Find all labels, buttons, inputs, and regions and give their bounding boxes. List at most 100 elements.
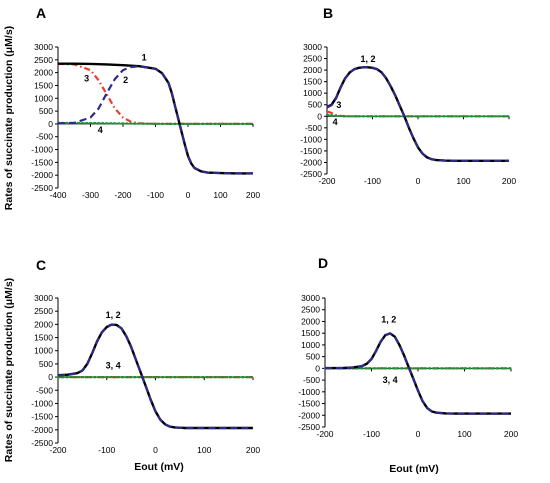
panel-b-x-tick-label: 200 [502, 176, 516, 186]
x-axis-title-left: Eout (mV) [134, 461, 184, 473]
panel-b-label: B [323, 5, 333, 21]
panel-b-y-tick-label: -2000 [300, 157, 322, 167]
panel-a-x-tick-label: -100 [147, 190, 164, 200]
panel-d-series-2-line [324, 332, 511, 415]
panel-d-annotation: 3, 4 [383, 375, 398, 385]
panel-b-y-tick-label: 1500 [303, 77, 322, 87]
panel-a-annotation: 3 [84, 74, 89, 84]
panel-d-y-tick-label: -1000 [298, 387, 320, 397]
panel-b-y-tick-label: -1000 [300, 134, 322, 144]
panel-a-y-tick-label: 3000 [34, 42, 53, 52]
panel-b-x-tick-label: -100 [364, 176, 381, 186]
panel-b-x-tick-label: -200 [318, 176, 335, 186]
panel-a-annotation: 1 [142, 52, 147, 62]
panel-d-label: D [318, 255, 328, 271]
panel-b-y-tick-label: -1500 [300, 146, 322, 156]
panel-b-x-tick-label: 0 [416, 176, 421, 186]
panel-b-annotation: 1, 2 [360, 54, 375, 64]
panel-d-y-tick-label: 1000 [301, 340, 320, 350]
panel-a-y-tick-label: 2500 [34, 55, 53, 65]
panel-a-x-tick-label: -200 [114, 190, 131, 200]
y-axis-title-top: Rates of succinate production (μM/s) [3, 26, 15, 210]
panel-b-y-tick-label: 0 [317, 111, 322, 121]
panel-a-series-3-line [57, 62, 253, 126]
panel-d-y-tick-label: 2500 [301, 305, 320, 315]
panel-d-y-tick-label: 0 [315, 363, 320, 373]
panel-d-x-tick-label: 100 [457, 429, 471, 439]
panel-c-x-tick-label: 200 [246, 445, 260, 455]
panel-c-y-tick-label: -1000 [31, 398, 53, 408]
panel-a-y-tick-label: 500 [39, 106, 53, 116]
panel-c-y-tick-label: 0 [48, 372, 53, 382]
panel-b-y-tick-label: -2500 [300, 169, 322, 179]
panel-d-y-tick-label: -2500 [298, 422, 320, 432]
panel-d-annotation: 1, 2 [381, 315, 396, 325]
panel-d-x-tick-label: -200 [316, 429, 333, 439]
panel-c-y-tick-label: 500 [39, 359, 53, 369]
panel-b-y-tick-label: 3000 [303, 42, 322, 52]
panel-a-y-tick-label: 2000 [34, 68, 53, 78]
panel-b-y-tick-label: 2000 [303, 65, 322, 75]
panel-a-annotation: 4 [98, 125, 103, 135]
panel-c-x-tick-label: 100 [197, 445, 211, 455]
panel-d-y-tick-label: 1500 [301, 328, 320, 338]
panel-d-y-tick-label: 3000 [301, 293, 320, 303]
panel-d-x-tick-label: 200 [504, 429, 518, 439]
panel-d-y-tick-label: 2000 [301, 316, 320, 326]
panel-c-series-2-line [57, 323, 253, 430]
panel-b-series-4-line [325, 113, 511, 118]
panel-b-x-tick-label: 100 [456, 176, 470, 186]
panel-a-y-tick-label: -2000 [31, 170, 53, 180]
panel-c-y-tick-label: 2000 [34, 319, 53, 329]
panel-c-y-tick-label: 2500 [34, 306, 53, 316]
panel-c-y-tick-label: -2500 [31, 438, 53, 448]
panel-a-y-tick-label: -500 [36, 132, 53, 142]
panel-c-y-tick-label: -500 [36, 385, 53, 395]
panel-a-series-4-line [56, 121, 255, 126]
panel-b: B-2500-2000-1500-1000-500050010001500200… [300, 5, 516, 186]
panel-a-y-tick-label: -1500 [31, 157, 53, 167]
panel-d-y-tick-label: 500 [306, 352, 320, 362]
panel-c-x-tick-label: -100 [98, 445, 115, 455]
panel-c-y-tick-label: 1000 [34, 346, 53, 356]
panel-a: A-2500-2000-1500-1000-500050010001500200… [31, 5, 260, 200]
panel-c-y-tick-label: -2000 [31, 425, 53, 435]
panel-a-annotation: 2 [123, 75, 128, 85]
panel-b-y-tick-label: 500 [308, 100, 322, 110]
panel-a-y-tick-label: 0 [48, 119, 53, 129]
panel-c-y-tick-label: -1500 [31, 412, 53, 422]
panel-c-annotation: 1, 2 [106, 310, 121, 320]
panel-a-y-tick-label: -2500 [31, 183, 53, 193]
panel-d-y-tick-label: -2000 [298, 410, 320, 420]
panel-d: D-2500-2000-1500-1000-500050010001500200… [298, 255, 518, 439]
panel-a-x-tick-label: -300 [82, 190, 99, 200]
panel-c-x-tick-label: -200 [49, 445, 66, 455]
panel-b-y-tick-label: 2500 [303, 54, 322, 64]
panel-b-annotation: 4 [333, 117, 338, 127]
panel-d-x-tick-label: -100 [363, 429, 380, 439]
panel-a-y-tick-label: 1500 [34, 80, 53, 90]
panel-d-x-tick-label: 0 [416, 429, 421, 439]
panel-c: C-2500-2000-1500-1000-500050010001500200… [31, 257, 260, 455]
x-axis-title-right: Eout (mV) [389, 463, 439, 475]
panel-a-x-tick-label: -400 [49, 190, 66, 200]
panel-d-series-1-line [324, 332, 511, 415]
panel-a-y-tick-label: 1000 [34, 93, 53, 103]
panel-a-label: A [36, 5, 46, 21]
panel-b-series-2-line [326, 66, 509, 162]
panel-c-annotation: 3, 4 [106, 360, 121, 370]
panel-c-y-tick-label: 1500 [34, 333, 53, 343]
panel-b-series-1-line [326, 66, 509, 163]
panel-a-x-tick-label: 200 [246, 190, 260, 200]
panel-b-annotation: 3 [336, 100, 341, 110]
panel-a-x-tick-label: 0 [186, 190, 191, 200]
panel-a-series-2-line [57, 65, 253, 175]
panel-c-y-tick-label: 3000 [34, 293, 53, 303]
panel-d-y-tick-label: -1500 [298, 399, 320, 409]
panel-a-y-tick-label: -1000 [31, 145, 53, 155]
panel-d-y-tick-label: -500 [303, 375, 320, 385]
panel-a-x-tick-label: 100 [213, 190, 227, 200]
panel-c-x-tick-label: 0 [153, 445, 158, 455]
panel-b-y-tick-label: 1000 [303, 88, 322, 98]
